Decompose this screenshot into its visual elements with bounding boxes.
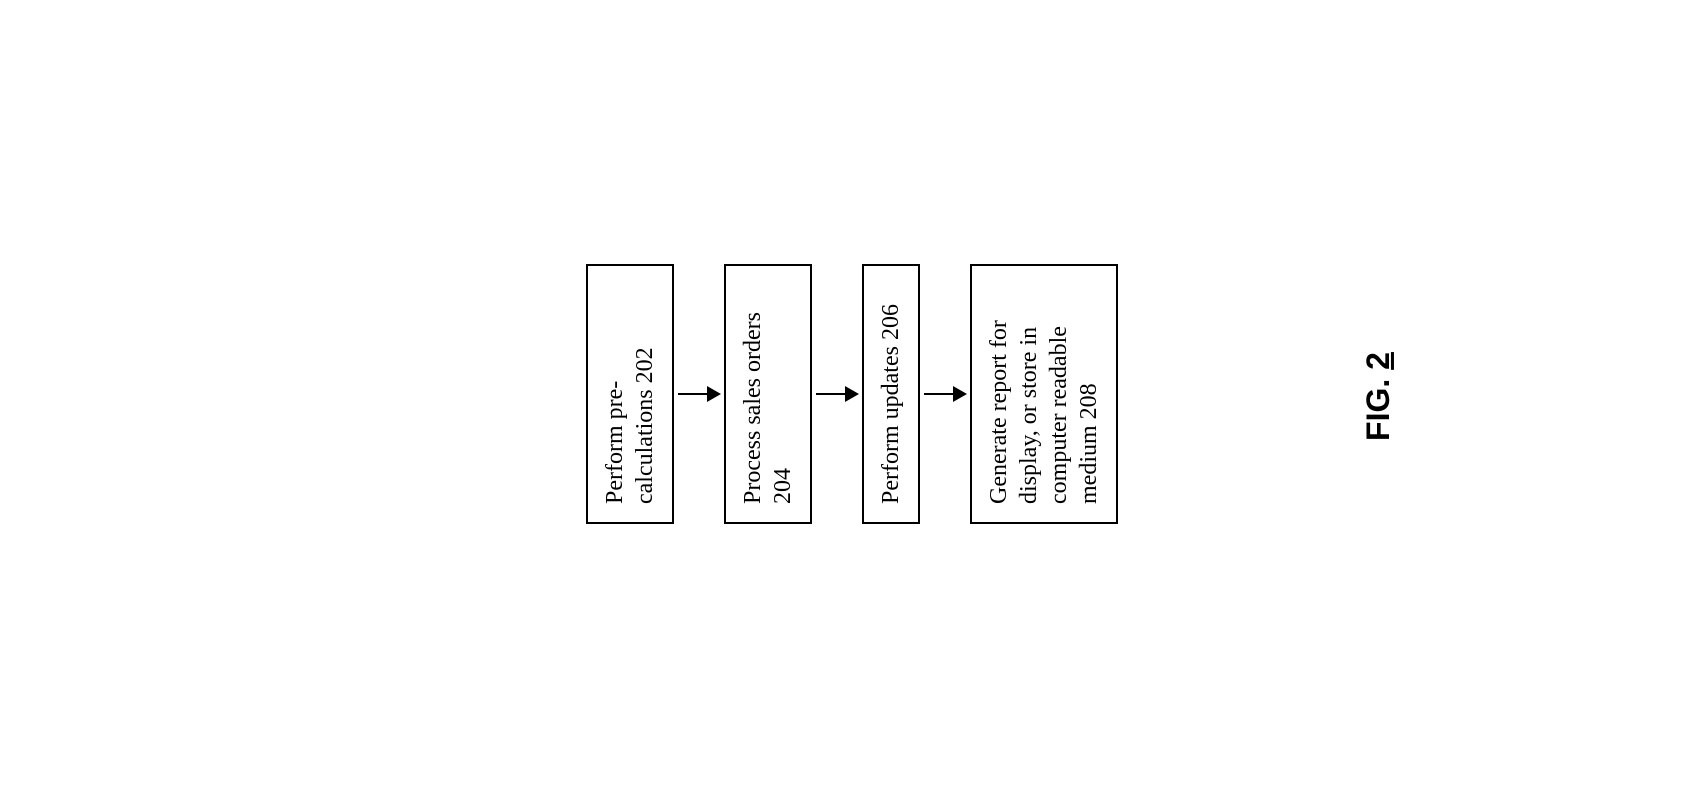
flowchart-arrow [920,386,970,402]
flowchart-column: Perform pre-calculations 202 Process sal… [586,264,1118,524]
flowchart-node-208: Generate report for display, or store in… [970,264,1118,524]
arrow-head-icon [952,386,966,402]
node-text: Perform updates 206 [878,304,904,504]
flowchart-node-202: Perform pre-calculations 202 [586,264,674,524]
node-text: Process sales orders 204 [740,312,796,504]
arrow-line [677,393,707,395]
figure-label: FIG. 2 [1360,352,1397,441]
flowchart-arrow [674,386,724,402]
arrow-line [923,393,953,395]
flowchart-arrow [812,386,862,402]
node-text: Generate report for display, or store in… [986,320,1102,504]
arrow-head-icon [844,386,858,402]
arrow-head-icon [706,386,720,402]
figure-prefix: FIG. [1360,369,1396,440]
arrow-line [815,393,845,395]
flowchart-container: Perform pre-calculations 202 Process sal… [586,44,1118,744]
figure-number: 2 [1360,352,1396,370]
flowchart-node-206: Perform updates 206 [862,264,920,524]
node-text: Perform pre-calculations 202 [602,347,658,504]
flowchart-node-204: Process sales orders 204 [724,264,812,524]
